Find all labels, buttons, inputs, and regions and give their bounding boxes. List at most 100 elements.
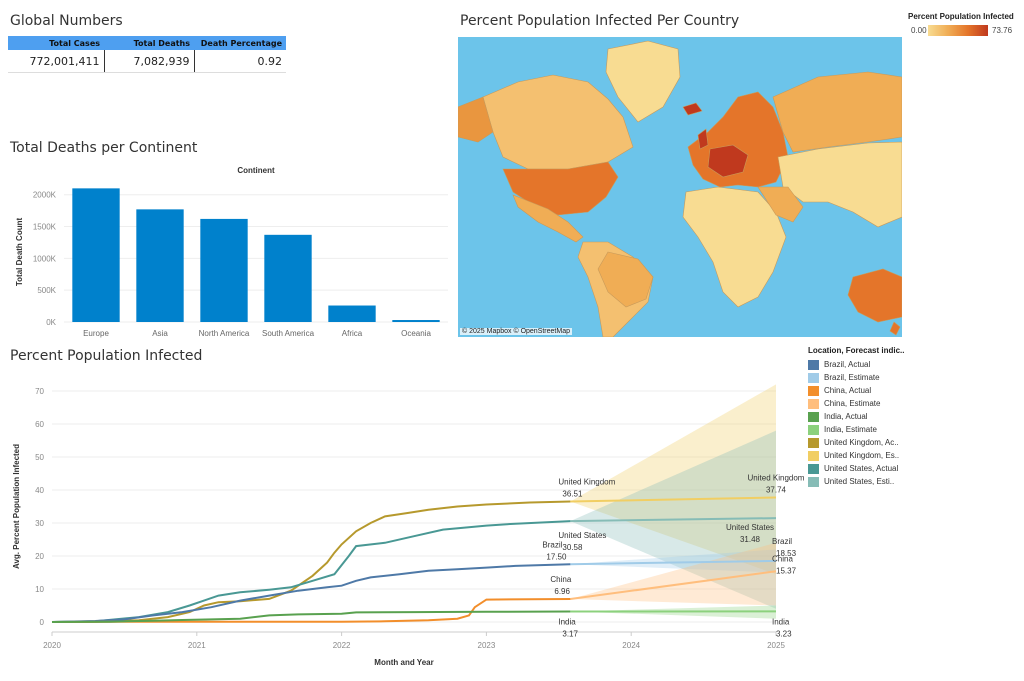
bar-africa[interactable] [328,305,376,322]
line-estimate-united-kingdom[interactable] [570,496,777,503]
line-actual-united-kingdom[interactable] [51,500,571,623]
map-region-africa[interactable] [682,186,787,308]
legend-label: Brazil, Actual [824,360,871,369]
bar-chart-title: Total Deaths per Continent [10,140,198,156]
legend-item[interactable]: Brazil, Actual [808,358,920,371]
annotation-value: 6.96 [554,587,570,596]
bar-category-label: North America [199,329,250,338]
line-chart-legend[interactable]: Location, Forecast indic.. Brazil, Actua… [808,346,920,488]
line-y-tick-label: 40 [35,486,44,495]
legend-swatch [808,385,819,396]
line-estimate-china[interactable] [570,570,777,601]
annotation-value: 36.51 [562,490,583,499]
percent-infected-chart: Avg. Percent Population Infected Month an… [12,384,804,667]
cell-total-deaths[interactable]: 7,082,939 [104,50,195,73]
annotation-label: United Kingdom [748,473,804,482]
map-region-asia[interactable] [777,141,902,228]
legend-item[interactable]: India, Actual [808,410,920,423]
map-region-united-states[interactable] [502,161,619,216]
legend-label: United States, Actual [824,464,899,473]
legend-swatch [808,359,819,370]
map-region-australia[interactable] [847,268,902,323]
global-numbers-title: Global Numbers [10,13,123,29]
cell-death-percentage[interactable]: 0.92 [194,50,286,73]
bar-category-label: Asia [152,329,168,338]
bar-europe[interactable] [72,188,120,322]
map-region-new-zealand[interactable] [889,321,901,336]
annotation-label: China [550,575,571,584]
line-y-tick-label: 0 [40,618,45,627]
line-actual-united-states[interactable] [51,520,571,623]
legend-swatch [808,411,819,422]
legend-item[interactable]: United Kingdom, Es.. [808,449,920,462]
annotation-label: India [558,618,576,627]
map-legend-max: 73.76 [992,26,1013,35]
map-region-central-europe[interactable] [707,144,749,178]
header-death-percentage[interactable]: Death Percentage [194,36,286,50]
map-region-mexico[interactable] [512,194,584,243]
bar-y-tick-label: 2000K [33,191,57,200]
forecast-band-brazil [570,549,776,573]
legend-item[interactable]: China, Actual [808,384,920,397]
line-x-tick-label: 2025 [767,641,785,650]
annotation-label: United States [726,523,774,532]
map-region-brazil[interactable] [597,251,654,308]
forecast-band-china [570,542,776,606]
annotation-value: 30.58 [562,543,583,552]
line-y-tick-label: 30 [35,519,44,528]
line-chart-title: Percent Population Infected [10,348,203,364]
map-region-alaska[interactable] [458,96,494,143]
cell-total-cases[interactable]: 772,001,411 [8,50,105,73]
bar-asia[interactable] [136,209,184,322]
legend-swatch [808,476,819,487]
legend-item[interactable]: China, Estimate [808,397,920,410]
legend-label: China, Estimate [824,399,881,408]
line-y-tick-label: 60 [35,420,44,429]
legend-item[interactable]: United States, Esti.. [808,475,920,488]
header-total-cases[interactable]: Total Cases [8,36,104,50]
bar-oceania[interactable] [392,320,440,322]
line-x-tick-label: 2021 [188,641,206,650]
bar-y-tick-label: 1000K [33,254,57,263]
line-actual-brazil[interactable] [51,563,571,623]
annotation-label: United States [558,531,606,540]
header-total-deaths[interactable]: Total Deaths [104,36,194,50]
world-map[interactable]: © 2025 Mapbox © OpenStreetMap [458,37,902,337]
map-credit[interactable]: © 2025 Mapbox © OpenStreetMap [460,328,572,335]
map-region-russia[interactable] [772,71,902,153]
line-x-tick-label: 2024 [622,641,640,650]
annotation-label: United Kingdom [558,478,615,487]
line-x-tick-label: 2023 [478,641,496,650]
bar-chart-axis-title: Continent [237,166,275,175]
legend-item[interactable]: United States, Actual [808,462,920,475]
legend-swatch [808,424,819,435]
annotation-value: 37.74 [766,485,787,494]
deaths-per-continent-chart: Continent Total Death Count 0K 500K 1000K 150… [15,166,448,338]
line-x-tick-label: 2022 [333,641,351,650]
line-actual-china[interactable] [51,598,571,623]
legend-item[interactable]: United Kingdom, Ac.. [808,436,920,449]
legend-title: Location, Forecast indic.. [808,346,905,355]
map-region-united-kingdom[interactable] [697,128,709,150]
annotation-value: 3.23 [776,629,792,638]
annotation-label: China [772,554,793,563]
map-region-canada[interactable] [482,74,634,170]
bar-category-label: Oceania [401,329,431,338]
map-canvas[interactable] [458,37,902,337]
line-estimate-united-states[interactable] [570,517,777,523]
table-row: 772,001,411 7,082,939 0.92 [8,50,286,73]
legend-swatch [808,398,819,409]
bar-south-america[interactable] [264,234,312,322]
map-region-greenland[interactable] [605,40,681,123]
line-estimate-brazil[interactable] [570,559,777,566]
line-y-tick-label: 50 [35,453,44,462]
legend-item[interactable]: Brazil, Estimate [808,371,920,384]
line-actual-india[interactable] [51,610,571,623]
bar-north-america[interactable] [200,218,248,322]
legend-item[interactable]: India, Estimate [808,423,920,436]
line-y-tick-label: 20 [35,552,44,561]
map-region-middle-east[interactable] [757,186,804,223]
map-legend-title: Percent Population Infected [908,12,1014,21]
map-region-iceland[interactable] [682,102,703,116]
line-x-tick-label: 2020 [43,641,61,650]
